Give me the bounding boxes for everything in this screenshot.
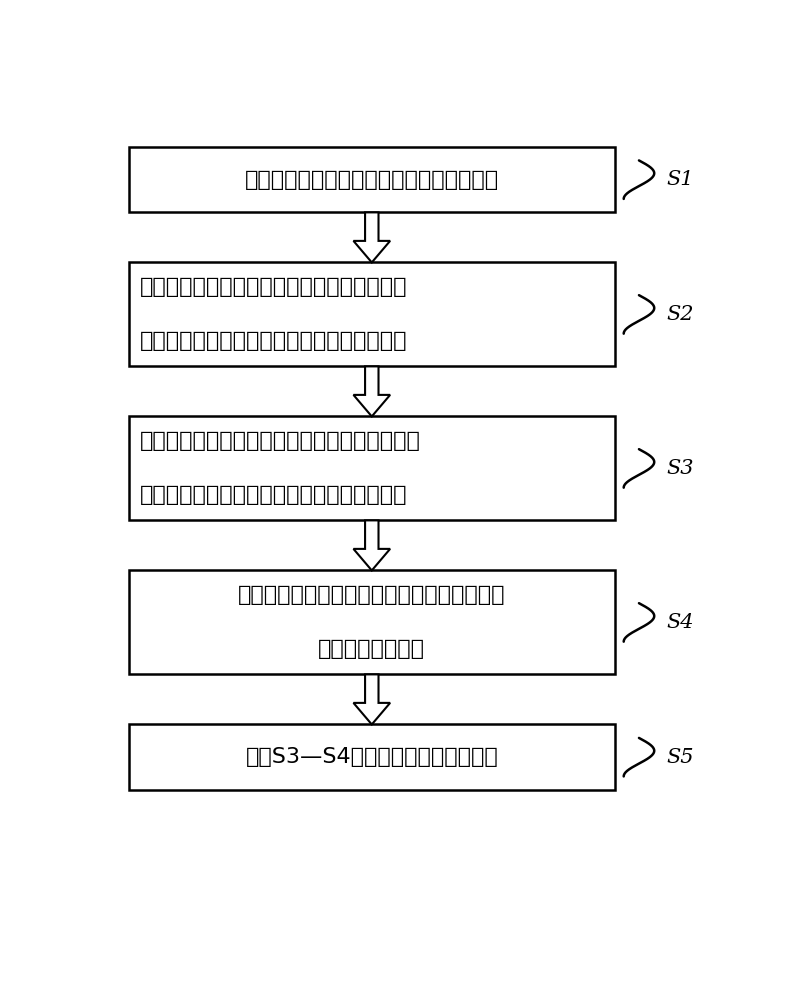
Text: 高能束扫描完成，成形缸下降一个切片层厚度，: 高能束扫描完成，成形缸下降一个切片层厚度，: [140, 431, 421, 451]
Text: 完成后加热板离开成形区域，高能束开始扫描: 完成后加热板离开成形区域，高能束开始扫描: [140, 331, 407, 351]
Text: 束进行下一层扫描: 束进行下一层扫描: [318, 639, 426, 659]
Text: S4: S4: [667, 613, 694, 632]
Text: 重复S3—S4，直至完成零件增材制造: 重复S3—S4，直至完成零件增材制造: [245, 747, 498, 767]
Polygon shape: [354, 674, 390, 724]
Text: 第一层铺粉，加热板覆盖粉末进行预热，预热: 第一层铺粉，加热板覆盖粉末进行预热，预热: [140, 277, 407, 297]
Bar: [129, 724, 615, 790]
Polygon shape: [354, 366, 390, 416]
Text: S3: S3: [667, 459, 694, 478]
Text: S2: S2: [667, 305, 694, 324]
Text: S5: S5: [667, 748, 694, 767]
Text: 根据增材制造所用材料确定加热板预热温度: 根据增材制造所用材料确定加热板预热温度: [245, 170, 499, 190]
Bar: [129, 416, 615, 520]
Bar: [129, 147, 615, 212]
Text: 铺粉装置铺粉，同时加热板覆盖粉末进行预热: 铺粉装置铺粉，同时加热板覆盖粉末进行预热: [140, 485, 407, 505]
Text: S1: S1: [667, 170, 694, 189]
Bar: [129, 262, 615, 366]
Text: 铺粉及预热完成，加热板离开成形区域，高能: 铺粉及预热完成，加热板离开成形区域，高能: [238, 585, 506, 605]
Polygon shape: [354, 520, 390, 570]
Polygon shape: [354, 212, 390, 262]
Bar: [129, 570, 615, 674]
